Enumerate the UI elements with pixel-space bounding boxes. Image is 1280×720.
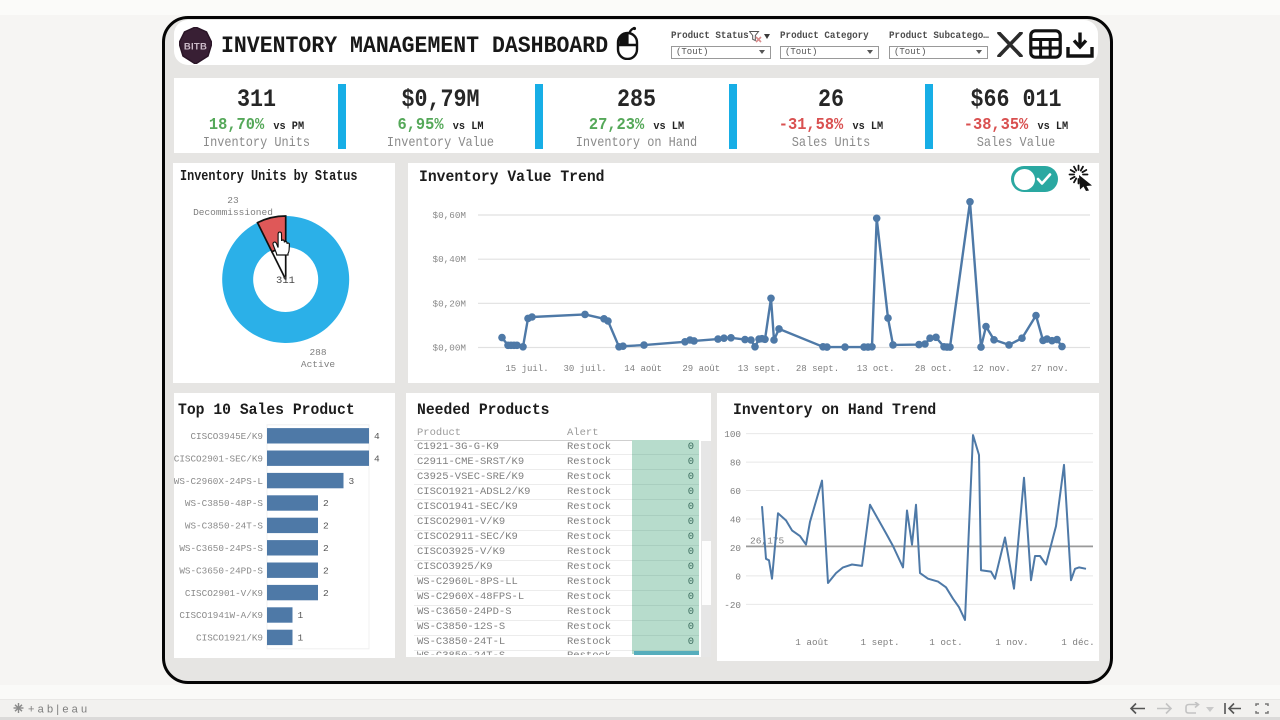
svg-text:20: 20 xyxy=(730,543,741,554)
svg-text:12 nov.: 12 nov. xyxy=(973,364,1011,374)
svg-text:WS-C3650-24PD-S: WS-C3650-24PD-S xyxy=(179,565,263,576)
svg-text:WS-C3850-48P-S: WS-C3850-48P-S xyxy=(185,498,264,509)
svg-text:28 sept.: 28 sept. xyxy=(796,364,839,374)
svg-text:26,175: 26,175 xyxy=(750,536,785,547)
svg-text:CISCO1921/K9: CISCO1921/K9 xyxy=(196,633,263,644)
svg-text:1 déc.: 1 déc. xyxy=(1061,637,1094,648)
svg-text:27 nov.: 27 nov. xyxy=(1031,364,1069,374)
svg-text:WS-C3650-24PS-S: WS-C3650-24PS-S xyxy=(179,543,263,554)
svg-text:$0,20M: $0,20M xyxy=(433,298,466,309)
svg-text:2: 2 xyxy=(323,498,329,509)
svg-text:BITB: BITB xyxy=(184,42,207,53)
svg-text:CISCO3945E/K9: CISCO3945E/K9 xyxy=(190,431,263,442)
svg-text:$0,40M: $0,40M xyxy=(433,254,466,265)
svg-text:$0,60M: $0,60M xyxy=(433,210,466,221)
svg-text:WS-C2960X-24PS-L: WS-C2960X-24PS-L xyxy=(174,476,263,487)
svg-text:2: 2 xyxy=(323,521,329,532)
svg-text:1: 1 xyxy=(298,633,304,644)
svg-text:WS-C3850-24T-S: WS-C3850-24T-S xyxy=(185,521,264,532)
svg-text:4: 4 xyxy=(374,431,380,442)
svg-text:15 juil.: 15 juil. xyxy=(505,364,548,374)
svg-text:13 sept.: 13 sept. xyxy=(738,364,781,374)
svg-text:2: 2 xyxy=(323,588,329,599)
svg-text:29 août: 29 août xyxy=(682,364,720,374)
svg-text:4: 4 xyxy=(374,453,380,464)
svg-text:13 oct.: 13 oct. xyxy=(857,364,895,374)
svg-text:2: 2 xyxy=(323,543,329,554)
svg-text:1 nov.: 1 nov. xyxy=(995,637,1028,648)
svg-text:1 sept.: 1 sept. xyxy=(860,637,899,648)
svg-text:CISCO1941W-A/K9: CISCO1941W-A/K9 xyxy=(179,610,263,621)
svg-text:0: 0 xyxy=(735,571,741,582)
svg-text:-20: -20 xyxy=(724,600,741,611)
svg-text:$0,00M: $0,00M xyxy=(433,343,466,354)
svg-text:1 août: 1 août xyxy=(795,637,828,648)
svg-text:80: 80 xyxy=(730,458,741,469)
svg-text:30 juil.: 30 juil. xyxy=(563,364,606,374)
svg-text:100: 100 xyxy=(724,429,741,440)
svg-text:40: 40 xyxy=(730,515,741,526)
svg-text:3: 3 xyxy=(349,476,355,487)
svg-text:CISCO2901-V/K9: CISCO2901-V/K9 xyxy=(185,588,263,599)
svg-text:28 oct.: 28 oct. xyxy=(915,364,953,374)
svg-text:14 août: 14 août xyxy=(624,364,662,374)
svg-text:1 oct.: 1 oct. xyxy=(929,637,962,648)
svg-text:+ab|eau: +ab|eau xyxy=(28,704,90,716)
svg-text:60: 60 xyxy=(730,486,741,497)
svg-text:CISCO2901-SEC/K9: CISCO2901-SEC/K9 xyxy=(174,453,263,464)
svg-text:1: 1 xyxy=(298,610,304,621)
svg-text:2: 2 xyxy=(323,565,329,576)
